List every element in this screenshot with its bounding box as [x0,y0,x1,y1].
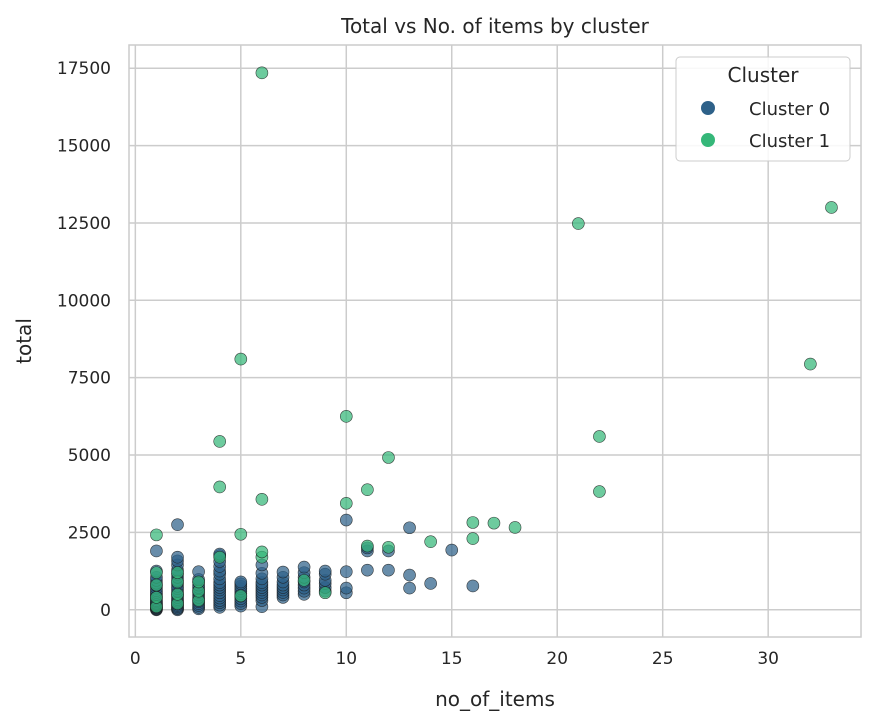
data-point [255,545,269,559]
legend: Cluster Cluster 0 Cluster 1 [675,56,851,162]
legend-label-cluster-0: Cluster 0 [749,99,830,120]
data-point [466,579,480,593]
data-points [150,66,838,617]
data-point [593,485,606,498]
y-tick-label: 17500 [57,59,111,79]
data-point [361,483,374,496]
data-point [318,586,332,600]
data-point [234,352,248,366]
data-point [466,516,480,529]
data-point [234,589,248,603]
data-point [382,563,395,577]
x-axis-label: no_of_items [435,687,555,711]
data-point [445,543,459,557]
data-point [318,564,332,578]
legend-marker-cluster-0 [701,101,715,115]
data-point [213,435,227,448]
data-point [572,217,585,230]
data-point [466,532,480,545]
data-point [424,577,437,590]
legend-title: Cluster [728,63,800,87]
legend-marker-cluster-1 [701,133,715,147]
data-point [150,528,163,542]
data-point [825,201,838,214]
data-point [171,518,184,531]
data-point [234,575,248,589]
legend-label-cluster-1: Cluster 1 [749,131,830,152]
tick-labels: 0 5 10 15 20 25 30 0 2500 5000 7500 10000 12500 15000… [57,59,779,669]
data-point [213,480,227,494]
data-point [213,550,227,564]
data-point [339,513,353,527]
x-tick-label: 25 [652,649,674,669]
plot-frame [128,44,862,638]
data-point [804,357,817,371]
data-point [382,451,395,464]
data-point [339,581,353,595]
data-point [276,565,290,579]
y-tick-label: 5000 [68,446,111,466]
data-point [339,497,353,510]
data-point [150,578,163,592]
x-tick-label: 20 [546,649,568,669]
chart-title: Total vs No. of items by cluster [340,14,650,38]
data-point [361,563,374,577]
data-point [171,587,184,601]
series-cluster-1 [150,66,838,613]
x-tick-label: 5 [235,649,246,669]
x-tick-label: 10 [335,649,357,669]
y-tick-label: 2500 [68,523,111,543]
data-point [508,521,522,534]
data-point [403,581,416,595]
data-point [255,66,269,80]
y-tick-label: 15000 [57,137,111,157]
data-point [403,568,416,582]
y-tick-label: 12500 [57,214,111,234]
data-point [192,575,205,589]
data-point [255,492,269,506]
data-point [593,430,606,443]
data-point [150,544,163,558]
data-point [150,566,163,579]
data-point [361,539,374,553]
data-point [297,574,311,587]
x-tick-label: 15 [441,649,463,669]
y-tick-label: 10000 [57,291,111,311]
y-tick-label: 0 [100,601,111,621]
data-point [403,521,416,535]
data-point [382,540,395,554]
y-axis-label: total [12,318,36,364]
data-point [339,410,353,423]
data-point [297,560,311,574]
data-point [234,527,248,541]
data-point [150,591,163,604]
data-point [487,516,501,530]
y-tick-label: 7500 [68,369,111,389]
data-point [424,535,437,548]
x-tick-label: 30 [757,649,779,669]
legend-box [675,56,851,162]
data-point [171,550,184,564]
x-tick-label: 0 [130,649,141,669]
gridlines [129,45,861,637]
data-point [171,566,184,579]
data-point [339,565,353,579]
